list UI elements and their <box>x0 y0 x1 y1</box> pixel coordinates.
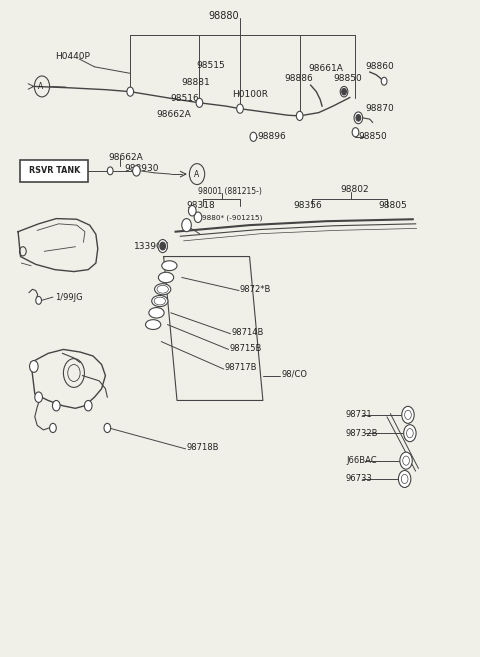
Text: 988930: 988930 <box>124 164 159 173</box>
Text: H0100R: H0100R <box>232 90 268 99</box>
Ellipse shape <box>152 296 168 307</box>
Circle shape <box>108 167 113 175</box>
Circle shape <box>250 132 257 141</box>
Text: 98662A: 98662A <box>109 152 144 162</box>
Circle shape <box>356 114 361 121</box>
Circle shape <box>405 410 411 419</box>
Text: 98802: 98802 <box>340 185 369 194</box>
Circle shape <box>398 470 411 487</box>
Text: 98717B: 98717B <box>225 363 257 373</box>
Circle shape <box>194 212 202 223</box>
Text: 98880: 98880 <box>208 11 239 21</box>
FancyBboxPatch shape <box>21 160 88 182</box>
Text: 96733: 96733 <box>346 474 372 484</box>
Circle shape <box>196 98 203 107</box>
Circle shape <box>400 452 412 469</box>
Text: 98896: 98896 <box>257 132 286 141</box>
Circle shape <box>160 242 166 250</box>
Circle shape <box>189 206 196 216</box>
Text: 1/99JG: 1/99JG <box>55 292 83 302</box>
Text: 98886: 98886 <box>284 74 313 83</box>
Text: 98850: 98850 <box>359 132 387 141</box>
Circle shape <box>132 166 140 176</box>
Text: 1339CC: 1339CC <box>134 242 169 250</box>
Circle shape <box>104 423 111 432</box>
Circle shape <box>352 127 359 137</box>
Text: 98515: 98515 <box>196 61 225 70</box>
Circle shape <box>296 111 303 120</box>
Text: 98860: 98860 <box>365 62 394 72</box>
Circle shape <box>84 401 92 411</box>
Text: 9872*B: 9872*B <box>240 284 271 294</box>
Circle shape <box>354 112 363 124</box>
Text: 9880* (-901215): 9880* (-901215) <box>202 214 262 221</box>
Text: H0440P: H0440P <box>55 53 90 62</box>
Circle shape <box>35 392 42 403</box>
Circle shape <box>381 78 387 85</box>
Ellipse shape <box>155 284 171 295</box>
Ellipse shape <box>162 261 177 271</box>
Text: 98805: 98805 <box>378 201 407 210</box>
Text: 98881: 98881 <box>182 78 211 87</box>
Text: 98662A: 98662A <box>156 110 191 119</box>
Circle shape <box>182 219 192 232</box>
Circle shape <box>403 456 409 465</box>
Text: 98732B: 98732B <box>346 428 378 438</box>
Circle shape <box>158 240 168 252</box>
Text: 98516: 98516 <box>170 95 199 103</box>
Circle shape <box>404 424 416 442</box>
Text: 98001 (881215-): 98001 (881215-) <box>198 187 262 196</box>
Ellipse shape <box>149 307 164 318</box>
Circle shape <box>36 296 41 304</box>
Text: A: A <box>38 82 44 91</box>
Circle shape <box>340 87 348 97</box>
Circle shape <box>401 474 408 484</box>
Text: 98870: 98870 <box>365 104 394 113</box>
Text: A: A <box>193 170 199 179</box>
Text: 98661A: 98661A <box>308 64 343 73</box>
Circle shape <box>30 361 38 373</box>
Text: 98718B: 98718B <box>187 443 219 452</box>
Text: 98/CO: 98/CO <box>282 370 308 379</box>
Circle shape <box>127 87 133 97</box>
Circle shape <box>407 428 413 438</box>
Text: 98318: 98318 <box>187 201 216 210</box>
Text: RSVR TANK: RSVR TANK <box>29 166 80 175</box>
Circle shape <box>52 401 60 411</box>
Circle shape <box>237 104 243 113</box>
Ellipse shape <box>158 272 174 283</box>
Text: 98356: 98356 <box>293 201 322 210</box>
Ellipse shape <box>145 320 161 329</box>
Circle shape <box>49 423 56 432</box>
Text: 98714B: 98714B <box>231 328 264 337</box>
Text: 98850: 98850 <box>333 74 362 83</box>
Circle shape <box>342 89 347 95</box>
Text: J66BAC: J66BAC <box>346 456 377 465</box>
Circle shape <box>402 406 414 423</box>
Text: 98731: 98731 <box>346 411 372 419</box>
Text: 98715B: 98715B <box>229 344 262 353</box>
